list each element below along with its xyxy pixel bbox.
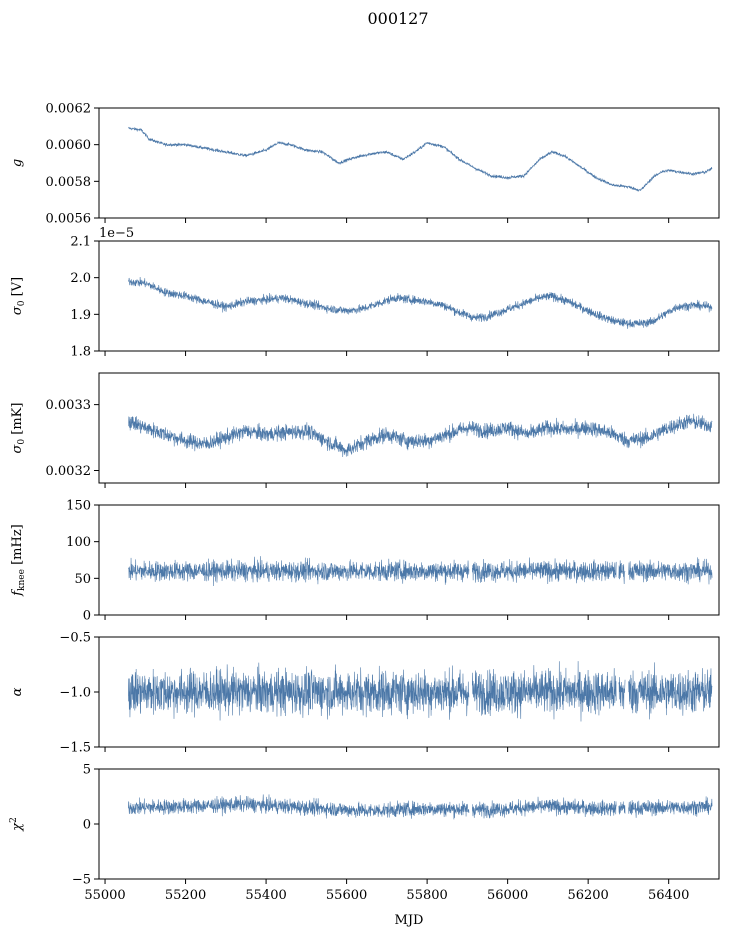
y-axis-label: g — [10, 159, 25, 167]
x-tick-label: 55600 — [326, 888, 367, 903]
y-tick-label: 0.0033 — [46, 398, 92, 413]
y-axis-label: σ0 [V] — [10, 277, 27, 315]
y-tick-label: 2.0 — [70, 271, 91, 286]
panel-2: 1.8 1.9 2.0 2.1 1e−5 σ0 [V] — [10, 226, 720, 360]
data-series-line — [128, 126, 713, 193]
y-tick-label: 0.0032 — [46, 464, 92, 479]
data-series-line — [128, 661, 713, 722]
figure-title: 000127 — [367, 9, 428, 28]
y-tick-label: 0.0062 — [46, 102, 92, 117]
y-tick-label: 0 — [83, 609, 91, 624]
y-tick-label: 1.9 — [70, 308, 91, 323]
x-tick-label: 56400 — [648, 888, 689, 903]
y-tick-label: −5 — [72, 873, 91, 888]
plot-frame — [98, 240, 720, 352]
plot-frame — [98, 504, 720, 616]
y-axis-label: α — [10, 687, 25, 696]
y-tick-label: 0 — [83, 818, 91, 833]
x-tick-label: 56200 — [567, 888, 608, 903]
panel-6: −5 0 5 55000 55200 55400 55600 55800 56000 56200 5… — [9, 763, 720, 903]
plot-frame — [98, 768, 720, 880]
y-tick-label: 0.0056 — [46, 212, 92, 227]
y-tick-label: −1.5 — [59, 741, 91, 756]
y-tick-label: 1.8 — [70, 345, 91, 360]
y-tick-label: 5 — [83, 763, 91, 778]
y-tick-label: 2.1 — [70, 235, 91, 250]
y-axis-label: σ0 [mK] — [10, 403, 27, 454]
x-tick-label: 55800 — [406, 888, 447, 903]
data-series-line — [128, 556, 713, 586]
x-tick-label: 55400 — [245, 888, 286, 903]
plot-frame — [98, 107, 720, 219]
y-axis-label: χ2 — [9, 817, 25, 832]
panel-5: −1.5 −1.0 −0.5 α — [10, 631, 720, 756]
y-axis-label: fknee [mHz] — [10, 524, 27, 597]
panel-1: 0.0056 0.0058 0.0060 0.0062 g — [10, 102, 720, 227]
plot-frame — [98, 372, 720, 484]
y-tick-label: −1.0 — [59, 686, 91, 701]
y-tick-label: −0.5 — [59, 631, 91, 646]
y-tick-label: 150 — [66, 499, 91, 514]
panel-3: 0.0032 0.0033 σ0 [mK] — [10, 372, 720, 488]
y-tick-label: 100 — [66, 535, 91, 550]
x-tick-label: 56000 — [487, 888, 528, 903]
x-tick-label: 55200 — [165, 888, 206, 903]
x-tick-label: 55000 — [84, 888, 125, 903]
y-tick-label: 50 — [74, 572, 91, 587]
data-series-line — [128, 413, 713, 458]
panel-4: 0 50 100 150 fknee [mHz] — [10, 499, 720, 624]
x-axis-label: MJD — [395, 913, 424, 928]
data-series-line — [128, 794, 713, 820]
y-tick-label: 0.0058 — [46, 175, 92, 190]
data-series-line — [128, 277, 713, 329]
y-offset-text: 1e−5 — [99, 226, 134, 241]
y-tick-label: 0.0060 — [46, 138, 92, 153]
